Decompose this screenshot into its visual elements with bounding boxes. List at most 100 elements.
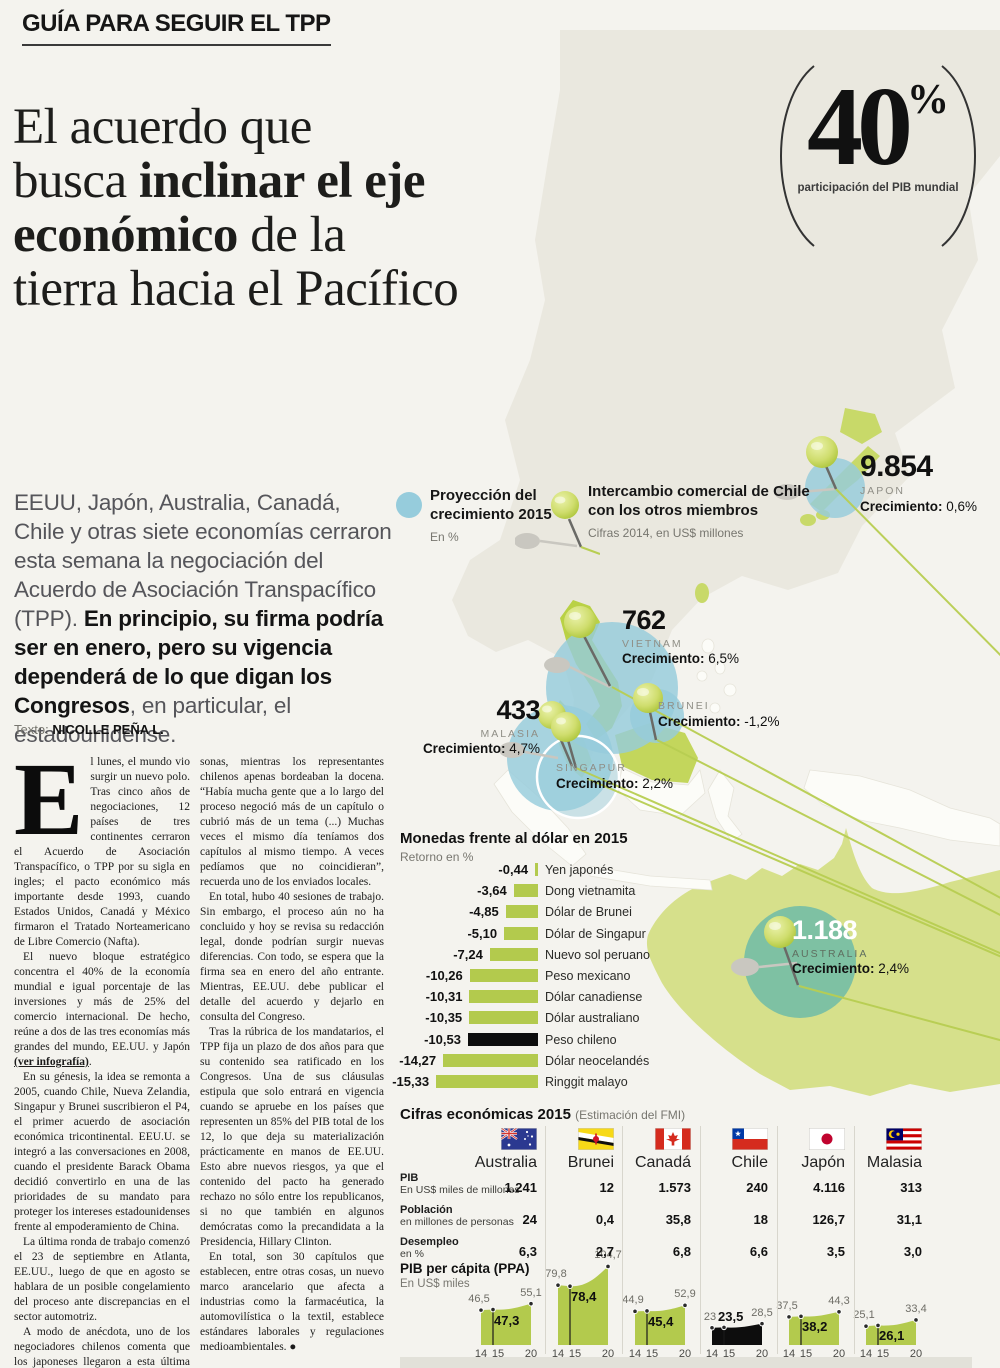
gdp-point-label: 45,4 xyxy=(648,1313,674,1329)
legend-growth-title: Proyección del crecimiento 2015 xyxy=(430,487,552,523)
growth-label: Crecimiento: 6,5% xyxy=(622,651,740,667)
gdp-area-chart-japón xyxy=(786,1308,842,1345)
article-paragraph: En total, hubo 40 sesiones de trabajo. S… xyxy=(200,891,384,1023)
legend-growth: Proyección del crecimiento 2015 En % xyxy=(430,487,580,545)
table-cell-value: 6,3 xyxy=(518,1244,537,1259)
trade-map-pins xyxy=(538,436,838,986)
growth-label: Crecimiento: 4,7% xyxy=(422,741,540,757)
table-cell-value: 31,1 xyxy=(896,1212,922,1227)
country-label-vietnam: 762 VIETNAM Crecimiento: 6,5% xyxy=(622,605,740,667)
article-paragraph: La última ronda de trabajo comenzó el 23… xyxy=(14,1236,190,1323)
flag-australia-icon xyxy=(501,1128,537,1150)
table-cell-value: 18 xyxy=(753,1212,768,1227)
currency-bar xyxy=(436,1075,538,1088)
bar-value-label: -10,26 xyxy=(425,968,463,983)
article-paragraph: sonas, mientras los representantes chile… xyxy=(200,756,384,888)
bar-value-label: -15,33 xyxy=(392,1074,430,1089)
currency-bar xyxy=(469,969,538,982)
bar-value-label: -4,85 xyxy=(469,904,499,920)
stat-value: 40% xyxy=(807,65,949,189)
trade-value: 433 xyxy=(496,695,540,725)
byline-author: NICOLLE PEÑA L. xyxy=(52,722,164,737)
gdp-point-label: 23,5 xyxy=(718,1309,744,1325)
australia-pin xyxy=(764,916,800,986)
currency-name: Peso mexicano xyxy=(545,969,631,983)
currency-bar xyxy=(504,926,538,940)
table-cell-value: 6,8 xyxy=(672,1244,691,1259)
table-column-name: Chile xyxy=(731,1154,768,1171)
country-name: BRUNEI xyxy=(658,700,710,712)
currency-name: Peso chileno xyxy=(545,1032,617,1047)
currency-name: Nuevo sol peruano xyxy=(545,947,650,962)
gdp-chart-subtitle: En US$ miles xyxy=(400,1278,470,1290)
gdp-point-label: 52,9 xyxy=(674,1288,696,1301)
japan-pin xyxy=(806,436,838,490)
gdp-point-label: 33,4 xyxy=(905,1302,927,1315)
currency-name: Dólar de Singapur xyxy=(545,926,646,941)
growth-label: Crecimiento: 0,6% xyxy=(860,498,978,514)
economics-table-title: Cifras económicas 2015 (Estimación del F… xyxy=(400,1106,686,1123)
table-column-name: Brunei xyxy=(567,1154,614,1171)
gdp-point-label: 47,3 xyxy=(494,1312,520,1328)
country-name: VIETNAM xyxy=(622,637,683,650)
column-separator xyxy=(700,1126,701,1354)
gdp-point-label: 44,9 xyxy=(622,1294,644,1307)
currency-bar xyxy=(489,947,538,961)
trade-lines-to-chile xyxy=(575,488,1000,1042)
bottom-strip xyxy=(400,1357,972,1368)
gdp-point-label: 38,2 xyxy=(802,1319,828,1335)
table-column-name: Canadá xyxy=(634,1154,691,1171)
country-label-australia: 1.188 AUSTRALIA Crecimiento: 2,4% xyxy=(792,915,910,977)
flag-japan-icon xyxy=(809,1128,845,1150)
table-cell-value: 2,7 xyxy=(595,1244,614,1259)
growth-label: Crecimiento: 2,2% xyxy=(556,775,674,791)
column-separator xyxy=(622,1126,623,1354)
trade-pin-legend-icon xyxy=(515,491,600,555)
article-paragraph: En total, son 30 capítulos que establece… xyxy=(200,1251,384,1353)
table-cell-value: 313 xyxy=(900,1180,922,1195)
page-title: El acuerdo que busca inclinar el eje econó… xyxy=(13,99,459,318)
country-label-singapore: SINGAPUR Crecimiento: 2,2% xyxy=(556,760,673,791)
row-label-poblacion: Población xyxy=(400,1204,453,1216)
gdp-point-label: 44,3 xyxy=(828,1294,850,1307)
currency-name: Dólar de Brunei xyxy=(545,905,632,920)
column-separator xyxy=(854,1126,855,1354)
growth-label: Crecimiento: -1,2% xyxy=(658,713,780,729)
flag-canada-icon xyxy=(655,1128,691,1150)
trade-value: 762 xyxy=(622,605,666,635)
table-column-brunei: Brunei xyxy=(568,1128,614,1171)
table-column-chile: Chile xyxy=(732,1128,768,1171)
country-label-japan: 9.854 JAPON Crecimiento: 0,6% xyxy=(860,450,977,514)
bar-value-label: -5,10 xyxy=(467,925,498,941)
currency-name: Dólar australiano xyxy=(545,1011,640,1026)
malaysia-singapore-pins xyxy=(538,701,581,769)
column-separator xyxy=(545,1126,546,1354)
trade-value: 9.854 xyxy=(860,450,933,483)
table-cell-value: 24 xyxy=(522,1212,537,1227)
bar-value-label: -3,64 xyxy=(477,883,507,899)
table-column-name: Malasia xyxy=(866,1154,922,1171)
row-sublabel-poblacion: en millones de personas xyxy=(400,1216,514,1228)
byline-prefix: Texto: xyxy=(14,722,49,737)
growth-label: Crecimiento: 2,4% xyxy=(792,961,910,977)
brunei-pin xyxy=(633,683,663,741)
currency-name: Ringgit malayo xyxy=(545,1075,628,1089)
gdp-chart-title: PIB per cápita (PPA) xyxy=(400,1261,530,1276)
gdp-area-chart-brunei xyxy=(555,1263,611,1345)
table-cell-value: 3,0 xyxy=(903,1244,922,1259)
legend-trade: Intercambio comercial de Chile con los o… xyxy=(588,483,818,541)
table-column-australia: Australia xyxy=(475,1128,537,1171)
legend-trade-title: Intercambio comercial de Chile con los o… xyxy=(588,483,810,519)
gdp-point-label: 104,7 xyxy=(594,1249,622,1262)
article-column-2: sonas, mientras los representantes chile… xyxy=(200,755,384,1368)
country-name: JAPON xyxy=(860,485,906,497)
country-name: SINGAPUR xyxy=(556,762,627,774)
gdp-share-stat: 40% participación del PIB mundial xyxy=(762,60,994,250)
row-sublabel-pib: En US$ miles de millones xyxy=(400,1184,520,1196)
bar-value-label: -10,35 xyxy=(425,1010,463,1026)
chile-connector-pins xyxy=(499,484,836,976)
gdp-point-label: 26,1 xyxy=(879,1328,905,1344)
currency-name: Dong vietnamita xyxy=(545,884,636,899)
row-sublabel-desempleo: en % xyxy=(400,1248,424,1260)
